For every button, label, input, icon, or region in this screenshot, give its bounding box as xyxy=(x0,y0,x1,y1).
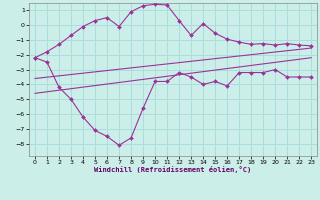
X-axis label: Windchill (Refroidissement éolien,°C): Windchill (Refroidissement éolien,°C) xyxy=(94,166,252,173)
